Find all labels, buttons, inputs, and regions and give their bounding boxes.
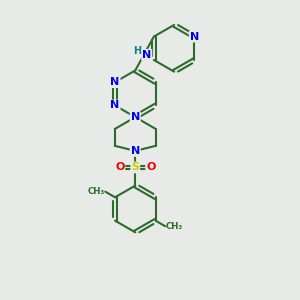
- Text: CH₃: CH₃: [88, 187, 105, 196]
- Text: N: N: [110, 100, 120, 110]
- Text: N: N: [131, 146, 140, 156]
- Text: S: S: [131, 163, 139, 172]
- Text: O: O: [115, 163, 124, 172]
- Text: CH₃: CH₃: [165, 222, 182, 231]
- Text: H: H: [133, 46, 141, 56]
- Text: N: N: [131, 112, 140, 122]
- Text: N: N: [190, 32, 199, 42]
- Text: N: N: [110, 77, 120, 87]
- Text: N: N: [142, 50, 151, 60]
- Text: O: O: [146, 163, 155, 172]
